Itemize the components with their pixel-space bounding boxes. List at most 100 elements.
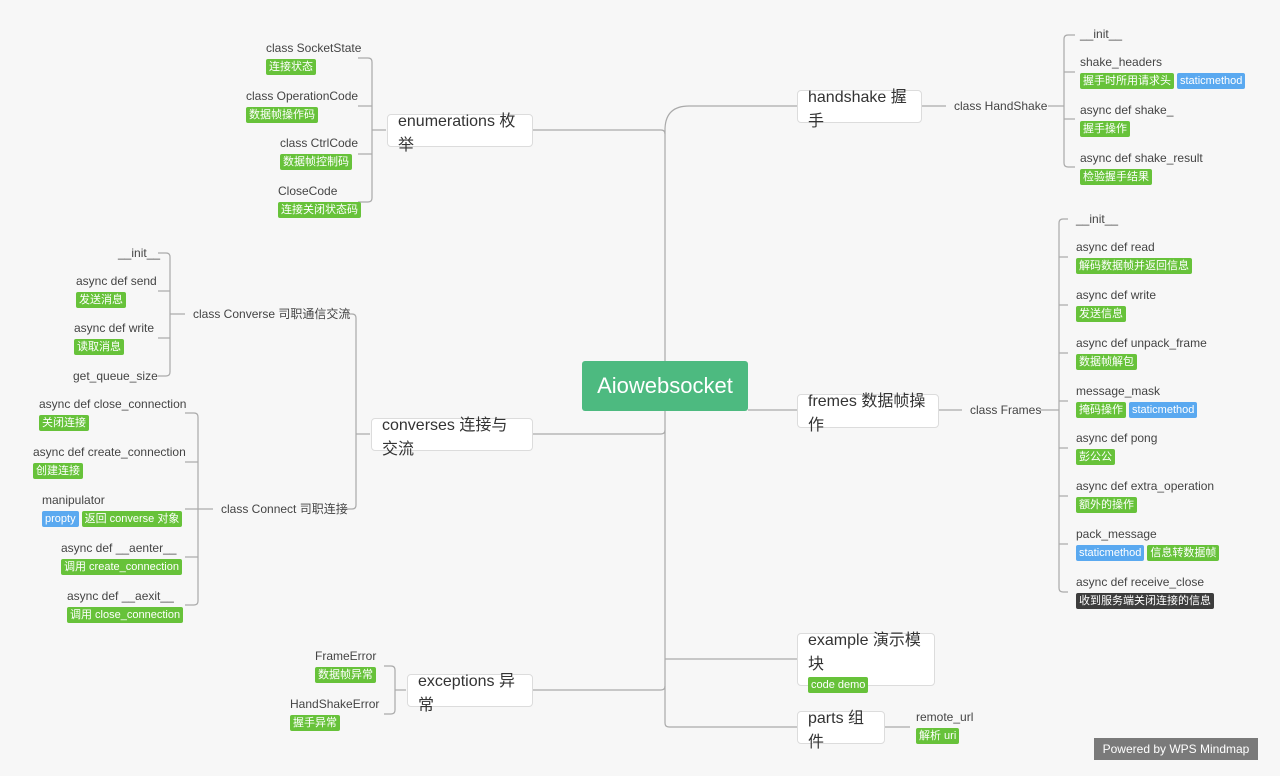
tag-list: 读取消息 [74, 339, 124, 355]
exceptions-item[interactable]: FrameError [315, 649, 377, 663]
tag-list: 连接关闭状态码 [278, 202, 361, 218]
tag-green: 数据帧操作码 [246, 107, 318, 123]
root-node[interactable]: Aiowebsocket [582, 361, 748, 411]
trunk-exceptions [533, 685, 666, 691]
tag-green: 握手异常 [290, 715, 340, 731]
bracket-frames [1058, 218, 1068, 593]
powered-by-badge[interactable]: Powered by WPS Mindmap [1094, 738, 1258, 760]
tag-list: 数据帧异常 [315, 667, 376, 683]
tag-list: 额外的操作 [1076, 497, 1137, 513]
tag-list: 数据帧操作码 [246, 107, 318, 123]
tag-list: 数据帧控制码 [280, 154, 352, 170]
tag-green: 调用 create_connection [61, 559, 182, 575]
converse-item[interactable]: async def send [76, 274, 157, 288]
tag-list: 检验握手结果 [1080, 169, 1152, 185]
branch-fremes[interactable]: fremes 数据帧操作 [797, 393, 939, 434]
bracket-exceptions [384, 665, 396, 715]
frames-item[interactable]: async def unpack_frame [1076, 336, 1207, 350]
tag-list: 彭公公 [1076, 449, 1115, 465]
enumerations-item[interactable]: class OperationCode [246, 89, 359, 103]
tag-list: staticmethod 信息转数据帧 [1076, 545, 1220, 561]
class-handshake[interactable]: class HandShake [954, 99, 1048, 113]
frames-item[interactable]: __init__ [1076, 212, 1119, 226]
tag-green: 额外的操作 [1076, 497, 1137, 513]
tag-list: 调用 close_connection [67, 607, 184, 623]
branch-exceptions[interactable]: exceptions 异常 [407, 673, 533, 714]
frames-item[interactable]: async def extra_operation [1076, 479, 1215, 493]
tag-green: 数据帧解包 [1076, 354, 1137, 370]
tag-list: 握手异常 [290, 715, 340, 731]
tag-green: 发送消息 [76, 292, 126, 308]
tag-green: 检验握手结果 [1080, 169, 1152, 185]
exceptions-item[interactable]: HandShakeError [290, 697, 380, 711]
connect-item[interactable]: async def __aexit__ [67, 589, 174, 603]
enumerations-item[interactable]: class CtrlCode [280, 136, 359, 150]
handshake-item[interactable]: __init__ [1080, 27, 1123, 41]
handshake-item[interactable]: shake_headers [1080, 55, 1163, 69]
tag-green: 关闭连接 [39, 415, 89, 431]
frames-item[interactable]: async def receive_close [1076, 575, 1205, 589]
tag-list: 解码数据帧并返回信息 [1076, 258, 1192, 274]
tag-blue: propty [42, 511, 79, 527]
tag-green: 连接状态 [266, 59, 316, 75]
connect-item[interactable]: async def close_connection [39, 397, 187, 411]
tag-blue: staticmethod [1076, 545, 1145, 561]
branch-parts[interactable]: parts 组件 [797, 710, 885, 751]
converse-item[interactable]: __init__ [118, 246, 161, 260]
bracket-handshake [1063, 34, 1075, 168]
handshake-item[interactable]: async def shake_ [1080, 103, 1174, 117]
tag-green: 数据帧异常 [315, 667, 376, 683]
branch-handshake[interactable]: handshake 握手 [797, 89, 922, 130]
connect-item[interactable]: manipulator [42, 493, 105, 507]
tag-green: 创建连接 [33, 463, 83, 479]
handshake-item[interactable]: async def shake_result [1080, 151, 1203, 165]
branch-fremes-title: fremes 数据帧操作 [808, 393, 926, 434]
converse-item[interactable]: async def write [74, 321, 155, 335]
frames-item[interactable]: pack_message [1076, 527, 1157, 541]
tag-list: 关闭连接 [39, 415, 89, 431]
branch-conversers[interactable]: converses 连接与交流 [371, 417, 533, 458]
branch-example-title: example 演示模块 [808, 632, 921, 673]
tag-green: 发送信息 [1076, 306, 1126, 322]
tag-list: 数据帧解包 [1076, 354, 1137, 370]
parts-item[interactable]: remote_url [916, 710, 974, 724]
tag-green: 掩码操作 [1076, 402, 1126, 418]
trunk-handshake [664, 105, 797, 131]
branch-enumerations[interactable]: enumerations 枚举 [387, 113, 533, 154]
tag-green: 返回 converse 对象 [81, 511, 183, 527]
class-frames[interactable]: class Frames [970, 403, 1042, 417]
frames-item[interactable]: async def write [1076, 288, 1157, 302]
tag-blue: staticmethod [1129, 402, 1198, 418]
tag-dark: 收到服务端关闭连接的信息 [1076, 593, 1214, 609]
converse-item[interactable]: get_queue_size [73, 369, 158, 383]
branch-handshake-title: handshake 握手 [808, 88, 907, 130]
bracket-conversers [343, 313, 357, 510]
tag-list: 发送消息 [76, 292, 126, 308]
tag-list: 创建连接 [33, 463, 83, 479]
tag-list: 掩码操作 staticmethod [1076, 402, 1198, 418]
branch-conversers-title: converses 连接与交流 [382, 416, 508, 458]
tag-green: 彭公公 [1076, 449, 1115, 465]
connect-item[interactable]: async def __aenter__ [61, 541, 177, 555]
tag-green: 解析 uri [916, 728, 960, 744]
branch-example[interactable]: example 演示模块 code demo [797, 632, 935, 693]
tag-green: 连接关闭状态码 [278, 202, 361, 218]
bracket-converse [158, 252, 171, 377]
enumerations-item[interactable]: CloseCode [278, 184, 338, 198]
frames-item[interactable]: async def read [1076, 240, 1155, 254]
tag-green: code demo [808, 677, 869, 693]
tag-blue: staticmethod [1177, 73, 1246, 89]
frames-item[interactable]: message_mask [1076, 384, 1161, 398]
tag-green: 信息转数据帧 [1147, 545, 1220, 561]
enumerations-item[interactable]: class SocketState [266, 41, 362, 55]
class-connect[interactable]: class Connect 司职连接 [221, 502, 348, 516]
tag-green: 读取消息 [74, 339, 124, 355]
connect-item[interactable]: async def create_connection [33, 445, 186, 459]
frames-item[interactable]: async def pong [1076, 431, 1158, 445]
tag-green: 解码数据帧并返回信息 [1076, 258, 1192, 274]
tag-list: 握手时所用请求头 staticmethod [1080, 73, 1246, 89]
class-converse[interactable]: class Converse 司职通信交流 [193, 307, 351, 321]
tag-list: propty 返回 converse 对象 [42, 511, 183, 527]
branch-parts-title: parts 组件 [808, 709, 865, 751]
